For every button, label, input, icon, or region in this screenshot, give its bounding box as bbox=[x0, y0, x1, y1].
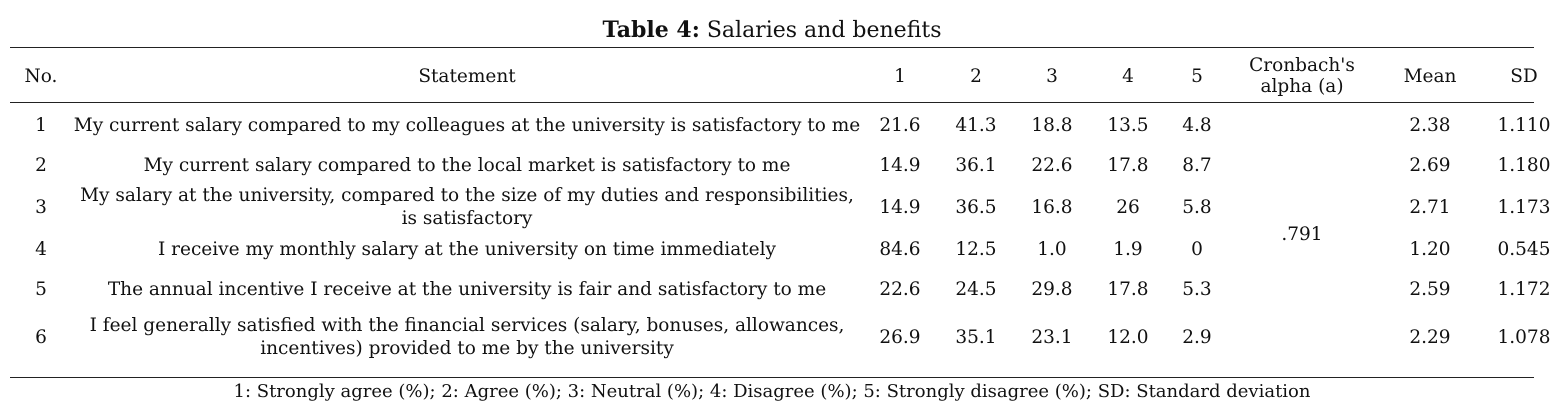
row-col-2: 12.5 bbox=[955, 238, 997, 260]
table-row: 2 My current salary compared to the loca… bbox=[10, 146, 1550, 184]
table-row: 4 I receive my monthly salary at the uni… bbox=[10, 230, 1550, 268]
row-col-4: 26 bbox=[1116, 196, 1140, 218]
row-mean: 2.59 bbox=[1409, 278, 1451, 300]
header-col-3: 3 bbox=[1046, 65, 1058, 87]
row-no: 4 bbox=[35, 238, 47, 260]
row-statement: The annual incentive I receive at the un… bbox=[107, 278, 827, 300]
row-col-4: 12.0 bbox=[1107, 326, 1149, 348]
row-mean: 2.29 bbox=[1409, 326, 1451, 348]
row-col-1: 22.6 bbox=[879, 278, 921, 300]
row-no: 1 bbox=[35, 114, 47, 136]
table-row: 3 My salary at the university, compared … bbox=[10, 184, 1550, 230]
header-sd: SD bbox=[1510, 65, 1538, 87]
row-col-2: 41.3 bbox=[955, 114, 997, 136]
row-col-4: 17.8 bbox=[1107, 278, 1149, 300]
header-mean: Mean bbox=[1403, 65, 1457, 87]
row-col-5: 8.7 bbox=[1182, 154, 1212, 176]
row-col-1: 21.6 bbox=[879, 114, 921, 136]
row-col-2: 36.1 bbox=[955, 154, 997, 176]
row-statement: I receive my monthly salary at the unive… bbox=[157, 238, 777, 260]
row-statement: My salary at the university, compared to… bbox=[80, 185, 854, 229]
row-sd: 1.180 bbox=[1497, 154, 1550, 176]
table-row: 1 My current salary compared to my colle… bbox=[10, 104, 1550, 245]
row-col-1: 84.6 bbox=[879, 238, 921, 260]
row-sd: 1.172 bbox=[1497, 278, 1550, 300]
row-statement: I feel generally satisfied with the fina… bbox=[89, 315, 845, 359]
row-col-3: 18.8 bbox=[1031, 114, 1073, 136]
row-col-5: 0 bbox=[1191, 238, 1203, 260]
row-col-5: 5.3 bbox=[1182, 278, 1212, 300]
row-col-5: 4.8 bbox=[1182, 114, 1212, 136]
top-rule bbox=[10, 47, 1534, 48]
row-mean: 2.69 bbox=[1409, 154, 1451, 176]
row-statement: My current salary compared to my colleag… bbox=[73, 114, 861, 136]
row-col-2: 36.5 bbox=[955, 196, 997, 218]
row-mean: 2.38 bbox=[1409, 114, 1451, 136]
header-col-1: 1 bbox=[894, 65, 906, 87]
row-col-1: 14.9 bbox=[879, 196, 921, 218]
cronbach-alpha-value: .791 bbox=[1281, 223, 1323, 245]
row-mean: 1.20 bbox=[1409, 238, 1451, 260]
row-col-3: 22.6 bbox=[1031, 154, 1073, 176]
row-col-3: 16.8 bbox=[1031, 196, 1073, 218]
row-col-3: 23.1 bbox=[1031, 326, 1073, 348]
row-col-2: 35.1 bbox=[955, 326, 997, 348]
salaries-table: No. Statement 1 2 3 4 5 Cronbach's alpha… bbox=[10, 48, 1550, 364]
row-sd: 1.173 bbox=[1497, 196, 1550, 218]
table-caption: Table 4: Salaries and benefits bbox=[0, 14, 1544, 47]
row-statement: My current salary compared to the local … bbox=[143, 154, 791, 176]
caption-label: Table 4: bbox=[602, 17, 700, 43]
caption-title: Salaries and benefits bbox=[706, 18, 942, 43]
table-footnote: 1: Strongly agree (%); 2: Agree (%); 3: … bbox=[233, 381, 1311, 402]
header-col-5: 5 bbox=[1191, 65, 1203, 87]
table-row: 5 The annual incentive I receive at the … bbox=[10, 268, 1550, 310]
row-no: 5 bbox=[35, 278, 47, 300]
row-no: 3 bbox=[35, 196, 47, 218]
row-col-5: 5.8 bbox=[1182, 196, 1212, 218]
row-col-2: 24.5 bbox=[955, 278, 997, 300]
row-col-5: 2.9 bbox=[1182, 326, 1212, 348]
row-col-4: 1.9 bbox=[1113, 238, 1143, 260]
row-col-4: 13.5 bbox=[1107, 114, 1149, 136]
row-sd: 1.078 bbox=[1497, 326, 1550, 348]
row-no: 6 bbox=[35, 326, 47, 348]
header-col-4: 4 bbox=[1122, 65, 1134, 87]
header-col-2: 2 bbox=[970, 65, 982, 87]
row-sd: 0.545 bbox=[1497, 238, 1550, 260]
header-cronbach-alpha: Cronbach's alpha (a) bbox=[1249, 55, 1355, 97]
row-col-3: 29.8 bbox=[1031, 278, 1073, 300]
header-rule bbox=[10, 102, 1534, 103]
row-sd: 1.110 bbox=[1497, 114, 1550, 136]
row-mean: 2.71 bbox=[1409, 196, 1451, 218]
table-row: 6 I feel generally satisfied with the fi… bbox=[10, 310, 1550, 364]
bottom-rule bbox=[10, 377, 1534, 378]
row-col-4: 17.8 bbox=[1107, 154, 1149, 176]
header-row: No. Statement 1 2 3 4 5 Cronbach's alpha… bbox=[10, 48, 1550, 104]
row-col-3: 1.0 bbox=[1037, 238, 1067, 260]
row-col-1: 26.9 bbox=[879, 326, 921, 348]
row-no: 2 bbox=[35, 154, 47, 176]
row-col-1: 14.9 bbox=[879, 154, 921, 176]
header-no: No. bbox=[24, 65, 58, 87]
header-statement: Statement bbox=[418, 65, 516, 87]
